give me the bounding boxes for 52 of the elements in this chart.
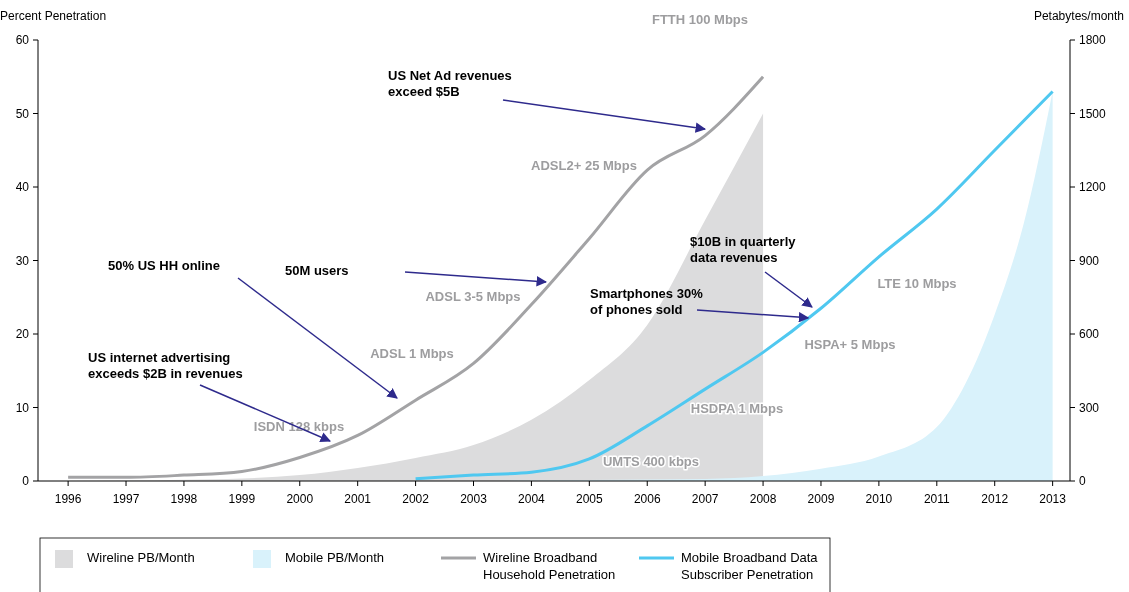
annotation: ADSL 1 Mbps xyxy=(370,346,454,361)
x-tick-label: 1998 xyxy=(170,492,198,506)
x-tick-label: 2001 xyxy=(344,492,372,506)
annotation: 50M users xyxy=(285,263,349,278)
x-tick-label: 2004 xyxy=(518,492,546,506)
x-tick-label: 1999 xyxy=(228,492,256,506)
x-tick-label: 2006 xyxy=(633,492,661,506)
x-tick-label: 1997 xyxy=(112,492,140,506)
y-tick-label: 10 xyxy=(15,400,30,415)
x-tick-label: 2003 xyxy=(460,492,488,506)
y2-tick-label: 1200 xyxy=(1079,180,1107,194)
y2-tick-label: 900 xyxy=(1079,253,1100,268)
annotation: UMTS 400 kbps xyxy=(602,454,700,469)
x-tick-label: 2008 xyxy=(749,492,777,506)
x-tick-label: 1996 xyxy=(54,492,82,506)
annotation: US Net Ad revenues exceed $5B xyxy=(388,68,512,99)
annotation: US internet advertising exceeds $2B in revenues xyxy=(88,350,243,381)
y-tick-label: 0 xyxy=(22,474,30,488)
text: FTTH 100 Mbps xyxy=(651,12,749,27)
y2-tick-label: 1800 xyxy=(1079,33,1107,47)
annotation: $10B in quarterly data revenues xyxy=(690,234,797,265)
annotation: HSPA+ 5 Mbps xyxy=(804,337,896,352)
annotation: Smartphones 30% of phones sold xyxy=(590,286,704,317)
y2-tick-label: 600 xyxy=(1079,327,1100,341)
x-tick-label: 2009 xyxy=(807,492,835,506)
legend-label: Mobile Broadband Data Subscriber Penetration xyxy=(681,550,819,582)
y2-axis-title: Petabytes/month xyxy=(1033,9,1124,23)
y-tick-label: 20 xyxy=(15,327,30,341)
annotation: HSDPA 1 Mbps xyxy=(690,401,784,416)
y-tick-label: 30 xyxy=(15,253,30,268)
x-tick-label: 2005 xyxy=(575,492,603,506)
y2-tick-label: 1500 xyxy=(1079,106,1107,121)
y-tick-label: 50 xyxy=(15,106,30,121)
y2-tick-label: 300 xyxy=(1079,400,1100,415)
y-tick-label: 40 xyxy=(15,180,30,194)
annotation: LTE 10 Mbps xyxy=(877,276,957,291)
annotation: ADSL 3-5 Mbps xyxy=(425,289,521,304)
y-tick-label: 60 xyxy=(15,33,30,47)
annotation: ADSL2+ 25 Mbps xyxy=(531,158,637,173)
legend-label: Wireline PB/Month xyxy=(87,550,195,565)
x-tick-label: 2010 xyxy=(865,492,893,506)
legend-label: Mobile PB/Month xyxy=(285,550,384,565)
y-axis-title: Percent Penetration xyxy=(0,9,107,23)
x-tick-label: 2013 xyxy=(1039,492,1067,506)
y2-tick-label: 0 xyxy=(1079,474,1086,488)
x-tick-label: 2012 xyxy=(981,492,1009,506)
legend-label: Wireline Broadband Household Penetration xyxy=(483,550,616,582)
x-tick-label: 2011 xyxy=(923,492,951,506)
x-tick-label: 2002 xyxy=(402,492,430,506)
x-tick-label: 2000 xyxy=(286,492,314,506)
annotation: 50% US HH online xyxy=(108,258,220,273)
x-tick-label: 2007 xyxy=(691,492,719,506)
